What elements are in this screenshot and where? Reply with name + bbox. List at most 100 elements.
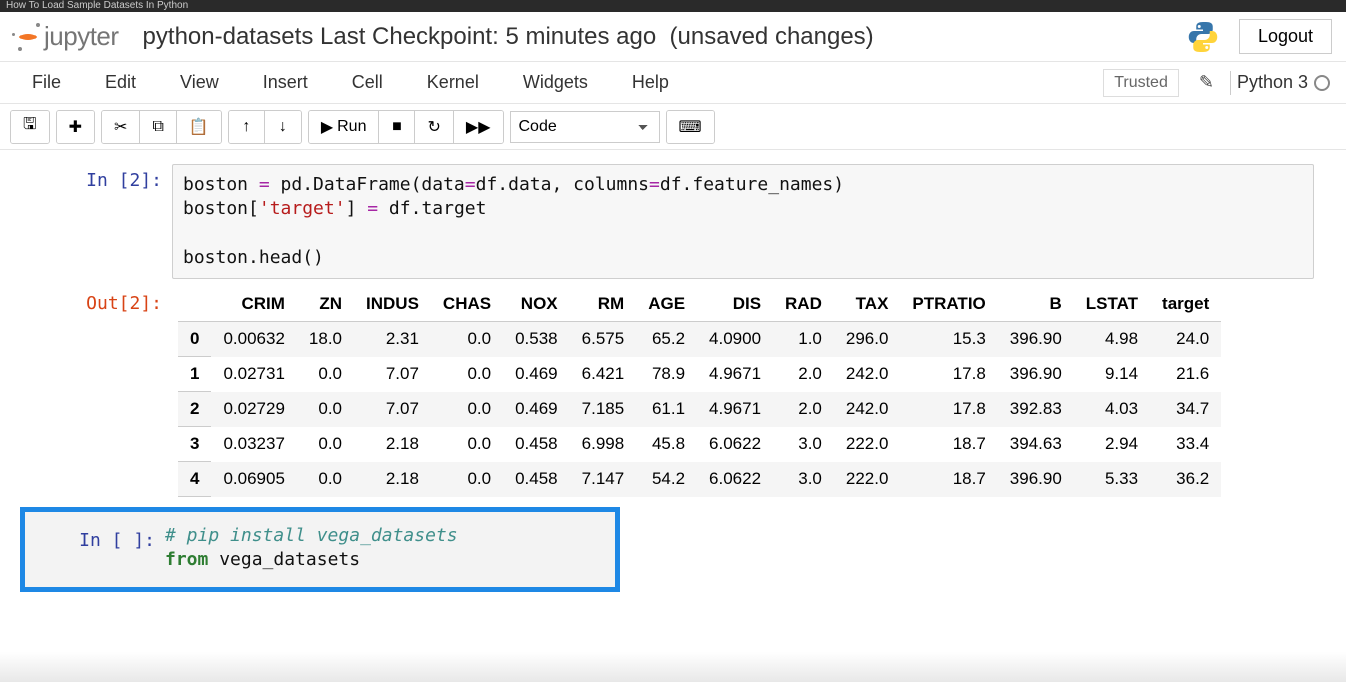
table-cell: 222.0 bbox=[834, 427, 901, 462]
restart-run-all-button[interactable]: ▶▶ bbox=[454, 111, 503, 143]
notebook-title[interactable]: python-datasets Last Checkpoint: 5 minut… bbox=[143, 23, 1185, 51]
table-cell: 78.9 bbox=[636, 357, 697, 392]
table-row: 20.027290.07.070.00.4697.18561.14.96712.… bbox=[178, 392, 1221, 427]
table-cell: 2.18 bbox=[354, 462, 431, 497]
restart-button[interactable]: ↻ bbox=[415, 111, 453, 143]
menu-cell[interactable]: Cell bbox=[330, 64, 405, 101]
menu-kernel[interactable]: Kernel bbox=[405, 64, 501, 101]
browser-tab-title: How To Load Sample Datasets In Python bbox=[0, 0, 1346, 12]
run-button[interactable]: ▶ Run bbox=[309, 111, 380, 143]
move-down-button[interactable]: ↓ bbox=[265, 111, 301, 143]
table-cell: 65.2 bbox=[636, 322, 697, 357]
copy-button[interactable]: ⧉ bbox=[140, 111, 176, 143]
table-cell: 0.0 bbox=[431, 392, 503, 427]
python-logo-icon bbox=[1185, 19, 1221, 55]
table-cell: 4.9671 bbox=[697, 392, 773, 427]
checkpoint-status: Last Checkpoint: 5 minutes ago bbox=[320, 23, 656, 50]
jupyter-logo-icon bbox=[14, 23, 42, 51]
menu-help[interactable]: Help bbox=[610, 64, 691, 101]
row-index: 4 bbox=[178, 462, 211, 497]
cell-output: Out[2]: CRIMZNINDUSCHASNOXRMAGEDISRADTAX… bbox=[0, 283, 1346, 501]
output-prompt: Out[2]: bbox=[12, 287, 172, 497]
table-cell: 34.7 bbox=[1150, 392, 1221, 427]
interrupt-button[interactable]: ■ bbox=[379, 111, 415, 143]
table-cell: 0.0 bbox=[297, 392, 354, 427]
jupyter-logo[interactable]: jupyter bbox=[14, 21, 119, 52]
table-cell: 242.0 bbox=[834, 392, 901, 427]
table-cell: 54.2 bbox=[636, 462, 697, 497]
code-cell[interactable]: In [2]: boston = pd.DataFrame(data=df.da… bbox=[0, 160, 1346, 283]
move-up-button[interactable]: ↑ bbox=[229, 111, 265, 143]
column-header: B bbox=[998, 287, 1074, 322]
column-header: CHAS bbox=[431, 287, 503, 322]
code-input[interactable]: boston = pd.DataFrame(data=df.data, colu… bbox=[172, 164, 1314, 279]
active-code-cell[interactable]: In [ ]: # pip install vega_datasets from… bbox=[20, 507, 620, 592]
column-header: PTRATIO bbox=[900, 287, 997, 322]
column-header: AGE bbox=[636, 287, 697, 322]
notebook-header: jupyter python-datasets Last Checkpoint:… bbox=[0, 12, 1346, 62]
insert-cell-below-button[interactable]: ✚ bbox=[57, 111, 94, 143]
table-row: 30.032370.02.180.00.4586.99845.86.06223.… bbox=[178, 427, 1221, 462]
table-cell: 45.8 bbox=[636, 427, 697, 462]
trusted-indicator[interactable]: Trusted bbox=[1103, 69, 1179, 97]
column-header: TAX bbox=[834, 287, 901, 322]
table-cell: 0.02731 bbox=[211, 357, 296, 392]
table-cell: 6.0622 bbox=[697, 462, 773, 497]
table-cell: 1.0 bbox=[773, 322, 834, 357]
save-button[interactable]: 🖫 bbox=[11, 111, 49, 143]
table-cell: 0.06905 bbox=[211, 462, 296, 497]
table-cell: 0.0 bbox=[297, 462, 354, 497]
menu-file[interactable]: File bbox=[10, 64, 83, 101]
table-cell: 9.14 bbox=[1074, 357, 1150, 392]
table-cell: 6.998 bbox=[570, 427, 637, 462]
cell-type-select[interactable]: Code bbox=[510, 111, 660, 143]
column-header: INDUS bbox=[354, 287, 431, 322]
table-cell: 17.8 bbox=[900, 357, 997, 392]
table-cell: 296.0 bbox=[834, 322, 901, 357]
table-cell: 0.469 bbox=[503, 357, 570, 392]
code-input[interactable]: # pip install vega_datasets from vega_da… bbox=[165, 524, 458, 573]
table-cell: 61.1 bbox=[636, 392, 697, 427]
input-prompt: In [2]: bbox=[12, 164, 172, 279]
command-palette-button[interactable]: ⌨ bbox=[667, 111, 714, 143]
column-header: NOX bbox=[503, 287, 570, 322]
table-cell: 33.4 bbox=[1150, 427, 1221, 462]
table-cell: 6.421 bbox=[570, 357, 637, 392]
table-cell: 2.0 bbox=[773, 392, 834, 427]
edit-icon[interactable]: ✎ bbox=[1189, 72, 1224, 93]
menu-widgets[interactable]: Widgets bbox=[501, 64, 610, 101]
notebook-name[interactable]: python-datasets bbox=[143, 23, 314, 50]
logout-button[interactable]: Logout bbox=[1239, 19, 1332, 54]
table-cell: 4.0900 bbox=[697, 322, 773, 357]
table-cell: 0.458 bbox=[503, 427, 570, 462]
table-cell: 0.0 bbox=[431, 427, 503, 462]
divider bbox=[1230, 71, 1231, 95]
table-cell: 0.538 bbox=[503, 322, 570, 357]
table-cell: 4.03 bbox=[1074, 392, 1150, 427]
table-cell: 15.3 bbox=[900, 322, 997, 357]
table-cell: 396.90 bbox=[998, 462, 1074, 497]
table-cell: 7.07 bbox=[354, 357, 431, 392]
menu-insert[interactable]: Insert bbox=[241, 64, 330, 101]
paste-button[interactable]: 📋 bbox=[177, 111, 221, 143]
table-cell: 222.0 bbox=[834, 462, 901, 497]
table-cell: 392.83 bbox=[998, 392, 1074, 427]
table-cell: 0.469 bbox=[503, 392, 570, 427]
row-index: 0 bbox=[178, 322, 211, 357]
table-cell: 7.147 bbox=[570, 462, 637, 497]
menu-view[interactable]: View bbox=[158, 64, 241, 101]
table-cell: 2.94 bbox=[1074, 427, 1150, 462]
table-cell: 24.0 bbox=[1150, 322, 1221, 357]
table-cell: 3.0 bbox=[773, 462, 834, 497]
table-cell: 4.98 bbox=[1074, 322, 1150, 357]
kernel-name[interactable]: Python 3 bbox=[1237, 72, 1308, 93]
column-header: RM bbox=[570, 287, 637, 322]
table-cell: 0.0 bbox=[297, 427, 354, 462]
table-cell: 18.0 bbox=[297, 322, 354, 357]
menu-edit[interactable]: Edit bbox=[83, 64, 158, 101]
run-label: Run bbox=[337, 118, 366, 136]
row-index: 1 bbox=[178, 357, 211, 392]
table-cell: 0.03237 bbox=[211, 427, 296, 462]
cut-button[interactable]: ✂ bbox=[102, 111, 140, 143]
table-cell: 7.07 bbox=[354, 392, 431, 427]
